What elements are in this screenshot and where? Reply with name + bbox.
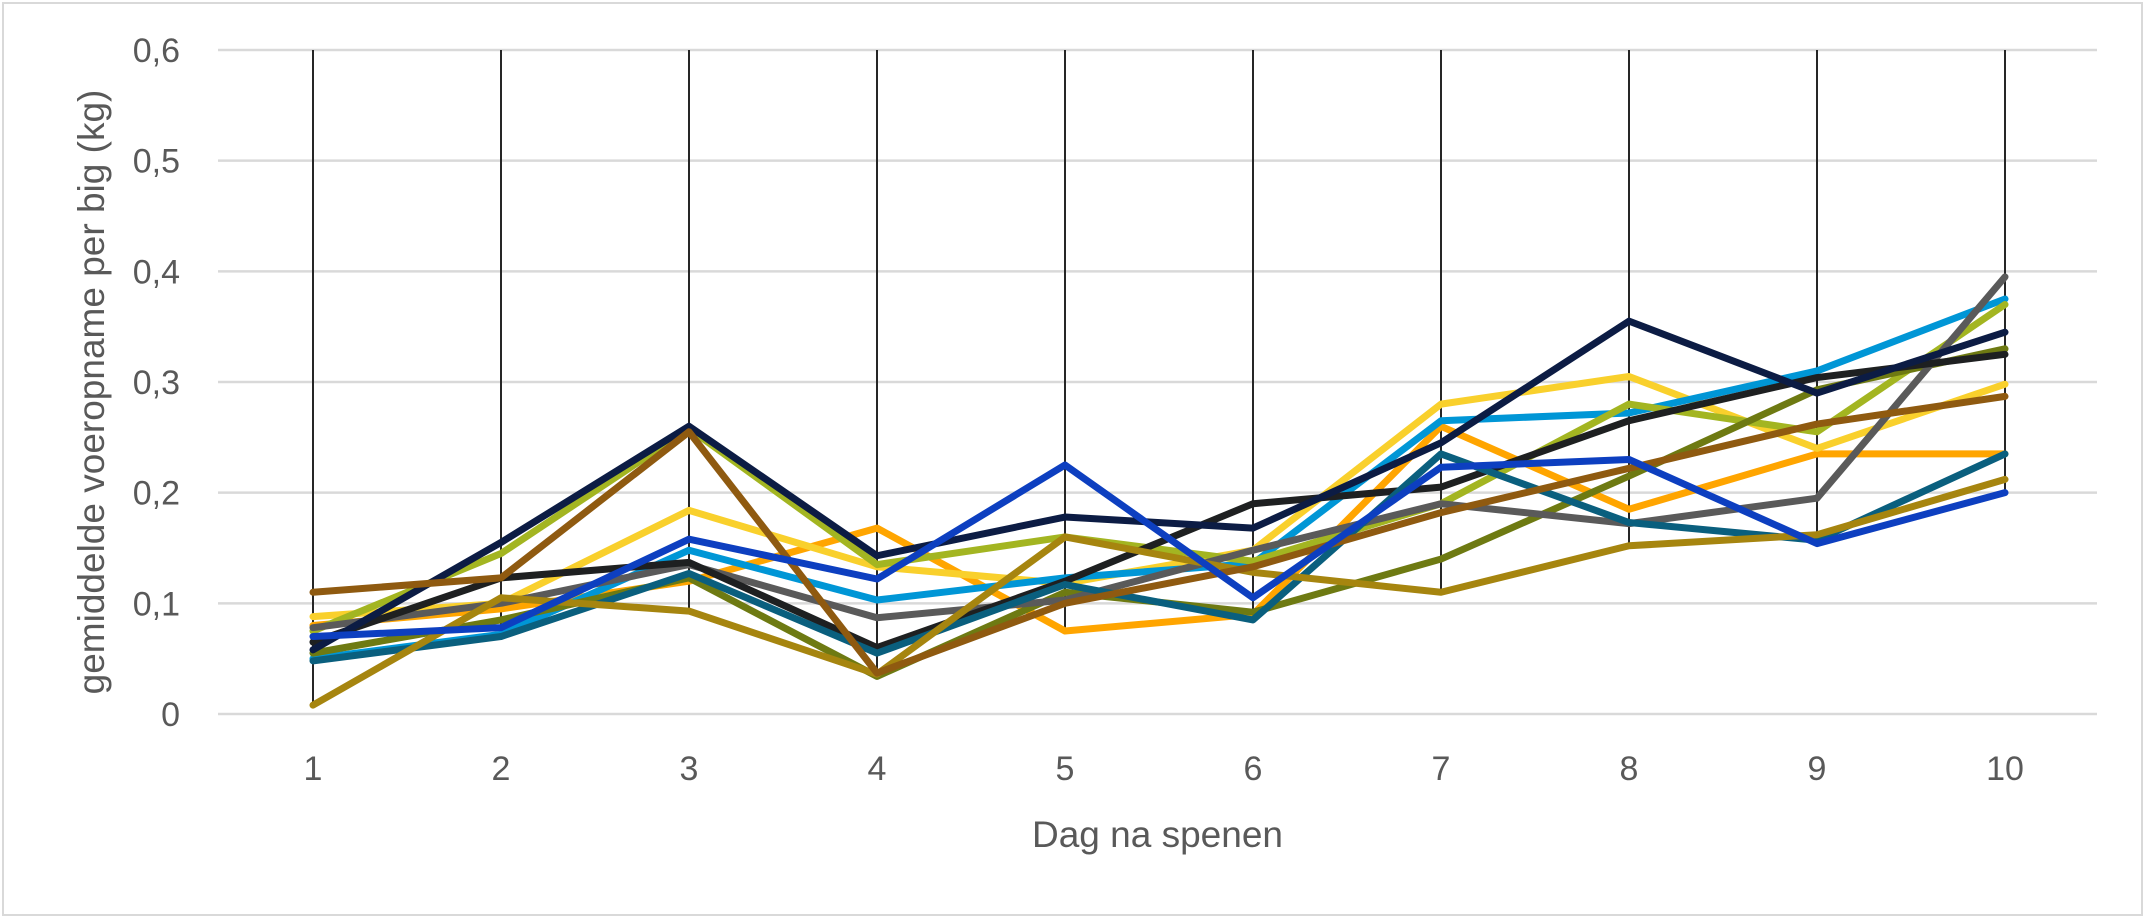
- x-tick-label: 3: [680, 750, 699, 788]
- x-tick-label: 5: [1056, 750, 1075, 788]
- series-line-12: [309, 455, 2009, 641]
- x-tick-label: 2: [492, 750, 511, 788]
- series-line-7: [309, 350, 2009, 652]
- x-tick-label: 4: [868, 750, 887, 788]
- series-line-10: [309, 475, 2009, 709]
- data-series: [309, 273, 2009, 709]
- y-tick-label: 0: [161, 696, 180, 734]
- x-tick-label: 10: [1986, 750, 2024, 788]
- series-line-3: [309, 295, 2009, 663]
- x-tick-label: 8: [1620, 750, 1639, 788]
- x-axis-ticks: 1 2 3 4 5 6 7 8 9 10: [304, 750, 2024, 788]
- y-axis-ticks: 0 0,1 0,2 0,3 0,4 0,5 0,6: [133, 32, 180, 734]
- y-tick-label: 0,4: [133, 253, 180, 291]
- y-tick-label: 0,5: [133, 143, 180, 181]
- series-line-4: [309, 301, 2009, 635]
- x-tick-label: 1: [304, 750, 323, 788]
- y-axis-title: gemiddelde voeropname per big (kg): [71, 90, 112, 695]
- x-axis-title: Dag na spenen: [1032, 814, 1283, 855]
- y-tick-label: 0,3: [133, 364, 180, 402]
- y-tick-label: 0,2: [133, 475, 180, 513]
- x-tick-label: 9: [1808, 750, 1827, 788]
- x-tick-label: 7: [1432, 750, 1451, 788]
- series-line-8: [309, 317, 2009, 654]
- y-tick-label: 0,1: [133, 585, 180, 623]
- series-line-2: [309, 372, 2009, 621]
- gridlines: [218, 48, 2097, 716]
- x-tick-label: 6: [1244, 750, 1263, 788]
- y-tick-label: 0,6: [133, 32, 180, 70]
- series-line-11: [309, 392, 2009, 677]
